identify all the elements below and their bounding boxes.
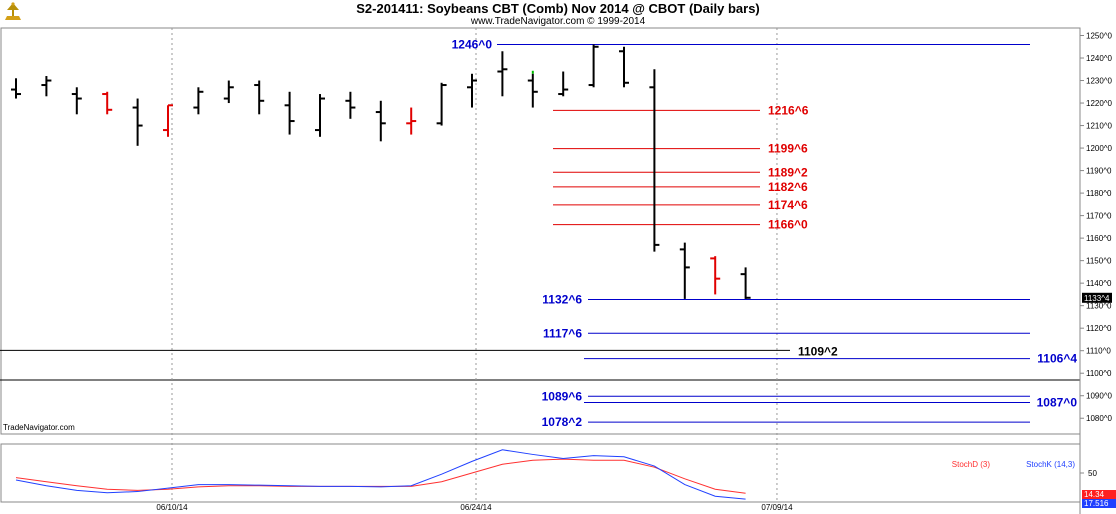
ohlc-bar [11,78,21,99]
ohlc-bar [436,82,447,126]
ohlc-bar [315,94,325,137]
y-tick-label: 1160^0 [1086,234,1112,243]
level-label: 1182^6 [768,180,808,194]
stochd-last-box [1082,499,1116,508]
ohlc-bar [41,76,52,97]
y-tick-label: 1110^0 [1086,347,1111,356]
stochd-last-label: 17.516 [1084,499,1109,508]
ohlc-bar [497,51,508,97]
chart-subtitle: www.TradeNavigator.com © 1999-2014 [470,16,646,27]
y-tick-label: 1140^0 [1086,279,1112,288]
watermark: TradeNavigator.com [3,423,75,432]
stochk-line [15,449,746,500]
level-label: 1246^0 [452,38,493,52]
level-label: 1166^0 [768,218,808,232]
x-tick-label: 06/24/14 [460,503,492,512]
stochk-last-box [1082,490,1116,499]
level-label: 1117^6 [543,326,582,340]
y-tick-label: 1130^0 [1086,302,1112,311]
y-tick-label: 1220^0 [1086,99,1113,108]
y-tick-label: 1150^0 [1086,257,1112,266]
ohlc-bar [345,91,356,119]
marker-label: 1109^2 [798,344,838,358]
level-label: 1087^0 [1037,395,1078,409]
level-label: 1106^4 [1037,352,1077,366]
level-label: 1132^6 [542,292,582,306]
ohlc-bar [163,104,173,137]
ohlc-bar [406,107,417,135]
y-tick-label: 1180^0 [1086,189,1112,198]
ohlc-bar [710,256,721,295]
y-tick-label: 1170^0 [1086,212,1112,221]
level-label: 1089^6 [542,389,583,403]
level-label: 1199^6 [768,142,808,156]
price-pane-frame [0,27,1081,435]
last-price-label: 1133^4 [1084,294,1110,303]
stochd-legend: StochD (3) [952,460,991,469]
y-tick-label: 1210^0 [1086,122,1113,131]
ohlc-bar [375,100,386,142]
ohlc-bar [71,87,82,115]
ohlc-bar [588,44,599,88]
y-tick-label: 1190^0 [1086,167,1112,176]
ohlc-bar [527,73,538,108]
signal-marker [531,70,534,74]
ohlc-bar [223,80,234,104]
ohlc-bar [740,267,751,299]
level-label: 1174^6 [768,198,808,212]
level-label: 1078^2 [542,415,583,429]
chart-title: S2-201411: Soybeans CBT (Comb) Nov 2014 … [356,1,760,16]
stochk-legend: StochK (14,3) [1026,460,1075,469]
stoch-tick-label: 50 [1088,469,1097,478]
ohlc-bar [649,69,660,252]
y-tick-label: 1080^0 [1086,414,1113,423]
ohlc-bar [284,91,295,135]
trade-navigator-logo-icon [5,2,21,20]
y-tick-label: 1240^0 [1086,54,1113,63]
stochastic-pane-frame [0,443,1081,503]
y-tick-label: 1230^0 [1086,77,1113,86]
stochk-last-label: 14.34 [1084,490,1105,499]
y-tick-label: 1090^0 [1086,392,1113,401]
y-tick-label: 1250^0 [1086,32,1113,41]
ohlc-bar [679,242,690,299]
last-price-box [1082,292,1112,303]
x-tick-label: 06/10/14 [156,503,188,512]
ohlc-bar [254,80,265,115]
ohlc-bar [193,87,204,115]
level-label: 1189^2 [768,165,808,179]
ohlc-bar [467,73,477,108]
ohlc-bar [619,46,629,88]
level-label: 1216^6 [768,103,809,117]
stochd-line [15,458,746,494]
ohlc-bar [558,71,569,97]
ohlc-bar [132,98,143,146]
y-tick-label: 1200^0 [1086,144,1113,153]
y-tick-label: 1100^0 [1086,369,1112,378]
y-tick-label: 1120^0 [1086,324,1112,333]
x-tick-label: 07/09/14 [761,503,793,512]
ohlc-bar [102,91,113,115]
